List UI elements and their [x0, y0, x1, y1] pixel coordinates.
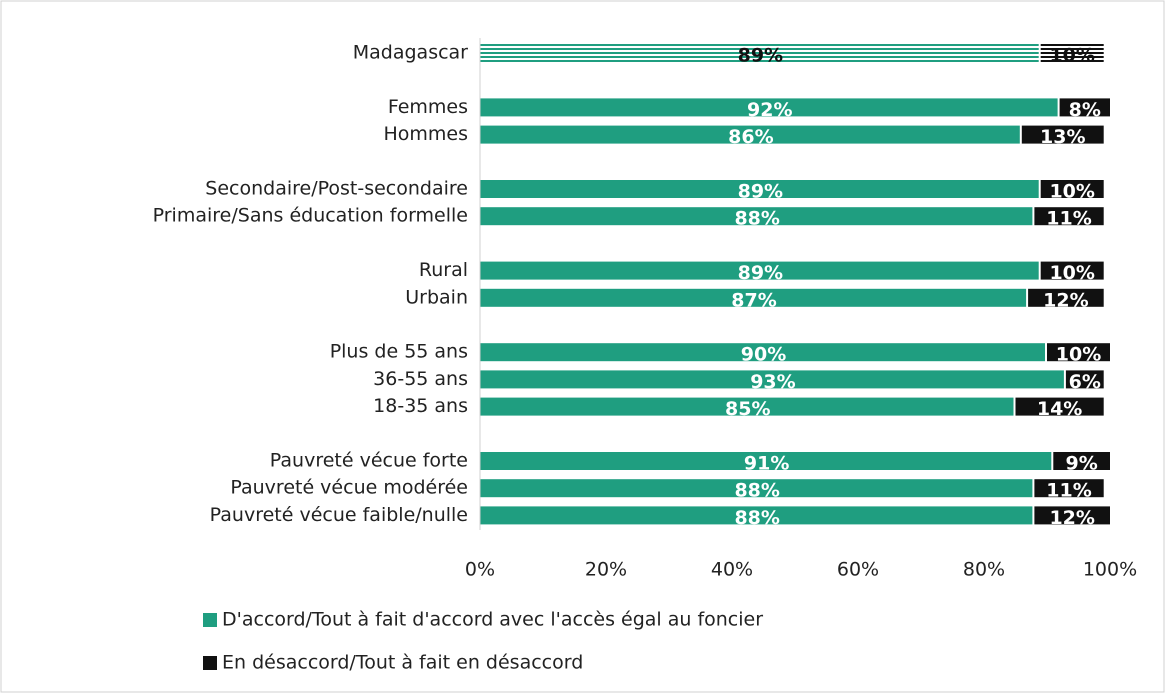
bar-segment: [480, 44, 1039, 62]
data-label: 12%: [1049, 507, 1094, 529]
bar-segment: [480, 288, 1027, 307]
bar-segment: [480, 343, 1045, 362]
bar-segment: [1015, 397, 1104, 416]
data-label: 86%: [728, 126, 773, 148]
data-label: 89%: [738, 262, 783, 284]
data-label: 10%: [1049, 181, 1094, 203]
x-tick-label: 100%: [1083, 559, 1137, 581]
category-label: Pauvreté vécue faible/nulle: [210, 504, 468, 526]
bar-segment: [1034, 479, 1104, 498]
bar-segment: [480, 261, 1039, 280]
data-label: 11%: [1046, 480, 1091, 502]
category-label: Pauvreté vécue modérée: [230, 477, 468, 499]
data-label: 89%: [738, 181, 783, 203]
category-label: 18-35 ans: [373, 395, 468, 417]
bar-segment: [1040, 261, 1104, 280]
category-label: Femmes: [388, 96, 468, 118]
bar-segment: [1047, 343, 1110, 362]
bar-segment: [480, 207, 1033, 226]
bar-segment: [480, 125, 1020, 144]
bar-segment: [480, 506, 1033, 525]
category-label: Hommes: [383, 123, 468, 145]
legend-label: D'accord/Tout à fait d'accord avec l'acc…: [222, 609, 763, 631]
bar-segment: [1053, 452, 1110, 470]
data-label: 93%: [750, 371, 795, 393]
bar-segment: [1028, 288, 1104, 307]
data-label: 92%: [747, 99, 792, 121]
data-label: 88%: [734, 507, 779, 529]
data-label: 13%: [1040, 126, 1085, 148]
category-label: Primaire/Sans éducation formelle: [153, 205, 468, 227]
bar-segment: [480, 98, 1058, 117]
data-label: 12%: [1043, 289, 1088, 311]
bar-segment: [1021, 125, 1104, 144]
x-tick-label: 20%: [585, 559, 627, 581]
legend-swatch: [203, 613, 217, 627]
data-label: 9%: [1066, 453, 1098, 475]
category-label: Secondaire/Post-secondaire: [205, 178, 468, 200]
category-label: Plus de 55 ans: [330, 341, 468, 363]
legend-label: En désaccord/Tout à fait en désaccord: [222, 652, 583, 674]
x-tick-label: 0%: [465, 559, 495, 581]
data-label: 89%: [738, 45, 783, 67]
x-tick-label: 40%: [711, 559, 753, 581]
data-label: 6%: [1069, 371, 1101, 393]
data-label: 10%: [1049, 262, 1094, 284]
category-label: Urbain: [405, 286, 468, 308]
data-label: 88%: [734, 208, 779, 230]
bar-segment: [1034, 506, 1110, 525]
bar-segment: [1040, 44, 1104, 62]
data-label: 87%: [731, 289, 776, 311]
data-label: 10%: [1056, 344, 1101, 366]
bar-segment: [480, 452, 1052, 470]
x-tick-label: 60%: [837, 559, 879, 581]
data-label: 8%: [1069, 99, 1101, 121]
x-tick-label: 80%: [963, 559, 1005, 581]
data-label: 11%: [1046, 208, 1091, 230]
category-label: Pauvreté vécue forte: [270, 450, 468, 472]
data-label: 14%: [1037, 398, 1082, 420]
data-label: 10%: [1049, 45, 1094, 67]
bar-segment: [480, 180, 1039, 198]
data-label: 90%: [741, 344, 786, 366]
category-label: 36-55 ans: [373, 368, 468, 390]
category-label: Rural: [419, 259, 468, 281]
bar-segment: [480, 397, 1014, 416]
data-label: 91%: [744, 453, 789, 475]
bar-segment: [480, 479, 1033, 498]
data-label: 85%: [725, 398, 770, 420]
bar-segment: [1040, 180, 1104, 198]
bar-segment: [480, 370, 1064, 389]
category-label: Madagascar: [353, 42, 468, 64]
legend-swatch: [203, 656, 217, 670]
data-label: 88%: [734, 480, 779, 502]
bar-segment: [1059, 98, 1110, 117]
bar-segment: [1065, 370, 1104, 389]
bar-segment: [1034, 207, 1104, 226]
